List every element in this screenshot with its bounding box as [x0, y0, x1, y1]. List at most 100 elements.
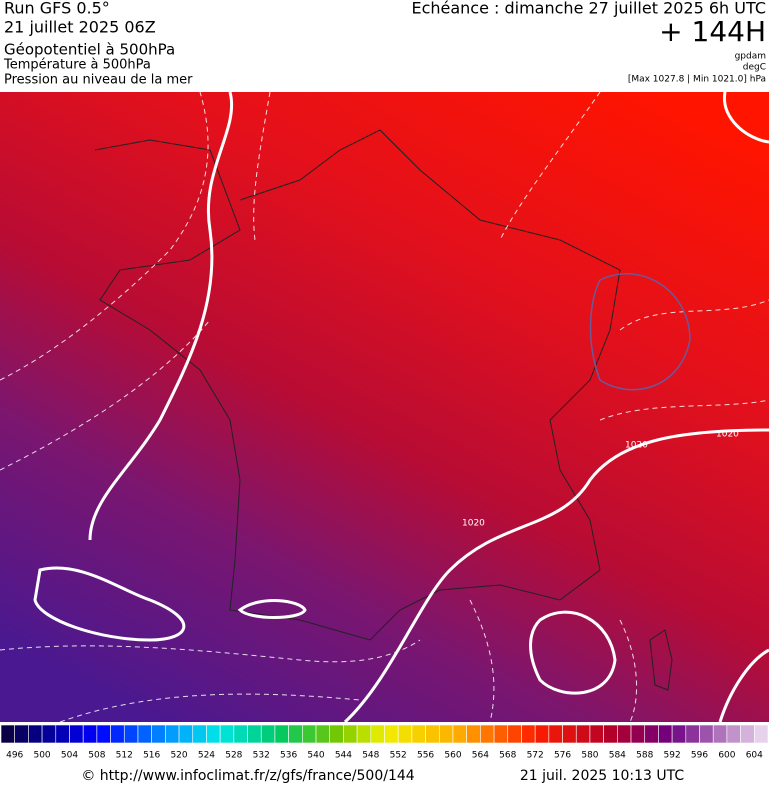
unit: degC: [743, 63, 766, 73]
color-cell: [110, 724, 125, 744]
color-cell: [96, 724, 111, 744]
legend-label: 552: [390, 751, 407, 761]
legend: 496 500 504 508 512 516 520 524 528 532 536 540 544 5…: [0, 724, 769, 761]
legend-label: 604: [746, 751, 763, 761]
color-cell: [658, 724, 673, 744]
contour-label: 1020: [716, 430, 739, 440]
color-cell: [671, 724, 687, 744]
color-cell: [630, 724, 646, 744]
legend-label: 496: [6, 751, 23, 761]
color-cell: [480, 724, 495, 744]
color-cell: [562, 724, 577, 744]
legend-label: 576: [554, 751, 571, 761]
color-cell: [589, 724, 604, 744]
legend-label: 500: [33, 751, 50, 761]
color-cell: [247, 724, 262, 744]
color-cell: [233, 724, 248, 744]
color-cell: [14, 724, 29, 744]
color-cell: [754, 724, 769, 744]
legend-label: 528: [225, 751, 242, 761]
legend-label: 536: [280, 751, 297, 761]
color-cell: [69, 724, 84, 744]
legend-label: 548: [362, 751, 379, 761]
legend-label: 580: [581, 751, 598, 761]
contour-label: 1020: [462, 519, 485, 529]
color-cell: [384, 724, 399, 744]
color-cell: [315, 724, 331, 744]
color-cell: [493, 724, 509, 744]
color-cell: [41, 724, 57, 744]
color-cell: [452, 724, 467, 744]
map: 1020 1020 1020: [0, 91, 769, 724]
color-cell: [740, 724, 755, 744]
field: Température à 500hPa: [3, 58, 151, 73]
color-cell: [685, 724, 700, 744]
color-cell: [206, 724, 221, 744]
run-date: 21 juillet 2025 06Z: [4, 18, 156, 37]
legend-label: 572: [527, 751, 544, 761]
color-cell: [288, 724, 303, 744]
color-cell: [644, 724, 659, 744]
legend-label: 568: [499, 751, 516, 761]
legend-label: 540: [307, 751, 324, 761]
color-cell: [178, 724, 194, 744]
color-cell: [260, 724, 276, 744]
color-cell: [548, 724, 563, 744]
color-cell: [274, 724, 289, 744]
color-cell: [329, 724, 344, 744]
color-cell: [411, 724, 426, 744]
footer-date: 21 juil. 2025 10:13 UTC: [520, 768, 685, 784]
color-cell: [55, 724, 70, 744]
color-cell: [192, 724, 207, 744]
valid-time: Echéance : dimanche 27 juillet 2025 6h U…: [411, 0, 766, 18]
color-cell: [534, 724, 550, 744]
legend-label: 508: [88, 751, 105, 761]
legend-label: 600: [718, 751, 735, 761]
color-cell: [438, 724, 454, 744]
legend-label: 504: [61, 751, 78, 761]
color-cell: [343, 724, 358, 744]
color-cell: [370, 724, 385, 744]
color-cell: [137, 724, 152, 744]
legend-label: 516: [143, 751, 160, 761]
color-cell: [0, 724, 15, 744]
legend-label: 592: [664, 751, 681, 761]
legend-label: 584: [609, 751, 626, 761]
field: Géopotentiel à 500hPa: [4, 41, 175, 59]
color-cell: [603, 724, 618, 744]
color-cell: [521, 724, 536, 744]
color-cell: [507, 724, 522, 744]
legend-label: 524: [198, 751, 215, 761]
field: Pression au niveau de la mer: [4, 73, 193, 88]
lead: + 144H: [659, 15, 766, 48]
legend-label: 588: [636, 751, 653, 761]
color-cell: [356, 724, 372, 744]
run: Run GFS 0.5°: [4, 0, 110, 18]
color-cell: [425, 724, 440, 744]
unit: gpdam: [735, 52, 766, 62]
legend-label: 564: [472, 751, 489, 761]
legend-label: 556: [417, 751, 434, 761]
color-cell: [466, 724, 481, 744]
color-cell: [302, 724, 317, 744]
color-cell: [82, 724, 98, 744]
legend-label: 560: [444, 751, 461, 761]
legend-label: 532: [253, 751, 270, 761]
color-cell: [699, 724, 714, 744]
legend-label: 512: [116, 751, 133, 761]
color-cell: [219, 724, 235, 744]
legend-label: 520: [170, 751, 187, 761]
color-cell: [712, 724, 728, 744]
color-cell: [28, 724, 43, 744]
color-cell: [397, 724, 413, 744]
color-cell: [123, 724, 139, 744]
color-cell: [575, 724, 591, 744]
legend-label: 544: [335, 751, 352, 761]
color-cell: [165, 724, 180, 744]
footer-url: © http://www.infoclimat.fr/z/gfs/france/…: [81, 768, 414, 784]
pressure-range: [Max 1027.8 | Min 1021.0] hPa: [628, 75, 766, 85]
color-cell: [726, 724, 741, 744]
color-cell: [151, 724, 166, 744]
color-cell: [617, 724, 632, 744]
